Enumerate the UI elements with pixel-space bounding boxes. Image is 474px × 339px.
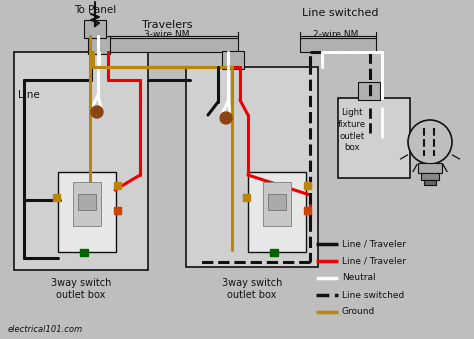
Bar [88, 36, 110, 54]
Bar [421, 173, 439, 180]
Bar [268, 194, 286, 210]
Bar [114, 182, 121, 189]
Bar [14, 52, 148, 270]
Bar [84, 20, 106, 38]
Bar [304, 207, 311, 214]
Circle shape [220, 112, 232, 124]
Bar [270, 249, 278, 256]
Text: Line: Line [18, 90, 40, 100]
Text: Line switched: Line switched [342, 291, 404, 299]
Bar [263, 182, 291, 226]
Circle shape [91, 106, 103, 118]
Bar [418, 163, 442, 173]
Text: Line switched: Line switched [302, 8, 378, 18]
Bar [80, 249, 88, 256]
Text: 3way switch
outlet box: 3way switch outlet box [222, 278, 282, 300]
Bar [358, 82, 380, 100]
Bar [114, 207, 121, 214]
Bar [243, 194, 250, 201]
Text: Line / Traveler: Line / Traveler [342, 257, 406, 265]
Bar [338, 98, 410, 178]
Bar [304, 182, 311, 189]
Text: 3-wire NM: 3-wire NM [144, 30, 190, 39]
Text: Line / Traveler: Line / Traveler [342, 239, 406, 248]
Text: Neutral: Neutral [342, 274, 375, 282]
Bar [300, 38, 376, 52]
Circle shape [408, 120, 452, 164]
Bar [222, 51, 244, 69]
Bar [73, 182, 101, 226]
Text: Travelers: Travelers [142, 20, 192, 30]
Text: Light
fixture
outlet
box: Light fixture outlet box [338, 108, 366, 153]
Bar [78, 194, 96, 210]
Text: electrical101.com: electrical101.com [8, 325, 83, 334]
Bar [248, 172, 306, 252]
Text: 2-wire NM: 2-wire NM [313, 30, 359, 39]
Text: Ground: Ground [342, 307, 375, 317]
Bar [96, 38, 238, 52]
Bar [186, 67, 318, 267]
Text: To Panel: To Panel [74, 5, 116, 15]
Bar [424, 180, 436, 185]
Bar [58, 172, 116, 252]
Text: 3way switch
outlet box: 3way switch outlet box [51, 278, 111, 300]
Bar [53, 194, 60, 201]
